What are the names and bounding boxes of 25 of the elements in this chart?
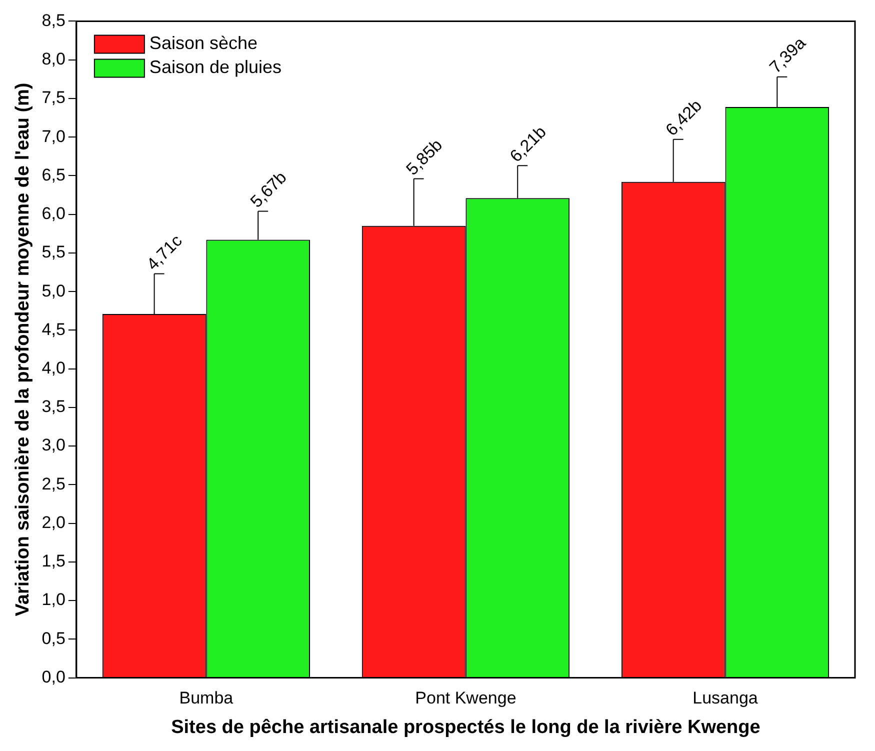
y-tick-label: 1,5 bbox=[42, 552, 66, 571]
x-tick-label: Bumba bbox=[179, 688, 234, 708]
y-tick-label: 6,0 bbox=[42, 204, 66, 224]
y-tick-label: 8,0 bbox=[42, 50, 66, 69]
y-tick-label: 6,5 bbox=[42, 165, 66, 184]
y-tick-label: 7,0 bbox=[42, 126, 66, 146]
y-tick-label: 5,5 bbox=[42, 242, 66, 262]
y-tick-label: 4,5 bbox=[42, 320, 66, 339]
y-tick-label: 2,5 bbox=[42, 474, 66, 494]
x-axis-title: Sites de pêche artisanale prospectés le long de la rivière Kwenge bbox=[171, 716, 760, 738]
x-tick-label: Pont Kwenge bbox=[415, 688, 516, 708]
y-tick-label: 4,0 bbox=[42, 358, 66, 378]
y-tick-label: 3,0 bbox=[42, 436, 66, 455]
y-tick-label: 8,5 bbox=[42, 10, 66, 30]
y-axis-title: Variation saisonière de la profondeur moyenne de l'eau (m) bbox=[12, 82, 34, 616]
x-tick-label: Lusanga bbox=[692, 688, 758, 708]
y-tick-label: 0,0 bbox=[42, 667, 66, 686]
y-tick-label: 2,0 bbox=[42, 512, 66, 532]
legend-label: Saison sèche bbox=[149, 33, 258, 54]
y-tick-label: 5,0 bbox=[42, 281, 66, 300]
y-tick-label: 1,0 bbox=[42, 590, 66, 610]
y-tick-label: 0,5 bbox=[42, 628, 66, 648]
y-tick-label: 7,5 bbox=[42, 88, 66, 108]
y-tick-label: 3,5 bbox=[42, 397, 66, 416]
legend-label: Saison de pluies bbox=[149, 57, 282, 78]
